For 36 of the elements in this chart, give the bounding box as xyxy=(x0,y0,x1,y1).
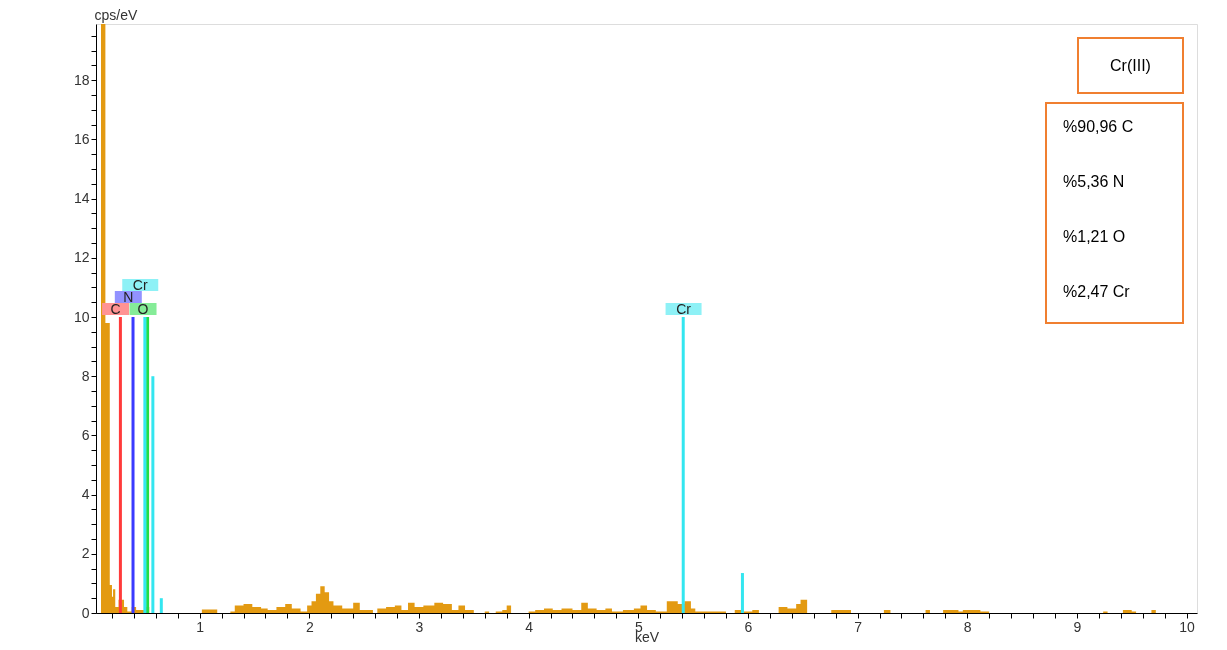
y-tick-label: 0 xyxy=(81,604,90,621)
bar xyxy=(131,317,135,613)
y-tick-label: 10 xyxy=(73,308,90,325)
text: Cr xyxy=(132,277,148,294)
x-tick-label: 9 xyxy=(1073,618,1082,635)
annotation: %5,36 N xyxy=(1063,173,1125,190)
annotation: %1,21 O xyxy=(1063,228,1126,245)
y-tick-label: 8 xyxy=(81,367,90,384)
series-label: Cr xyxy=(676,301,692,318)
text: Cr(III) xyxy=(1110,56,1151,74)
y-tick-label: 16 xyxy=(73,130,90,147)
x-tick-label: 7 xyxy=(854,618,863,635)
y-tick-label: 12 xyxy=(73,249,90,266)
annotation: %90,96 C xyxy=(1063,118,1134,135)
series-label: N xyxy=(123,289,134,306)
series-label: O xyxy=(137,301,149,318)
series-label: C xyxy=(110,301,121,318)
y-tick-label: 6 xyxy=(81,426,90,443)
y-tick-label: 18 xyxy=(73,71,90,88)
x-tick-label: 10 xyxy=(1179,618,1196,635)
y-tick-label: 4 xyxy=(81,486,90,503)
x-tick-label: 1 xyxy=(196,618,205,635)
y-tick-label: 14 xyxy=(73,190,90,207)
x-tick-label: 8 xyxy=(963,618,972,635)
x-tick-label: 6 xyxy=(744,618,753,635)
bar xyxy=(151,376,155,613)
bar xyxy=(118,317,122,613)
x-tick-label: 3 xyxy=(415,618,424,635)
annotation: %2,47 Cr xyxy=(1063,283,1131,300)
bar xyxy=(681,317,685,613)
x-tick-label: 4 xyxy=(525,618,534,635)
x-tick-label: 2 xyxy=(305,618,314,635)
bar xyxy=(159,598,163,613)
y-axis-title: cps/eV xyxy=(94,6,138,23)
y-tick-label: 2 xyxy=(81,545,90,562)
bar xyxy=(740,573,744,613)
